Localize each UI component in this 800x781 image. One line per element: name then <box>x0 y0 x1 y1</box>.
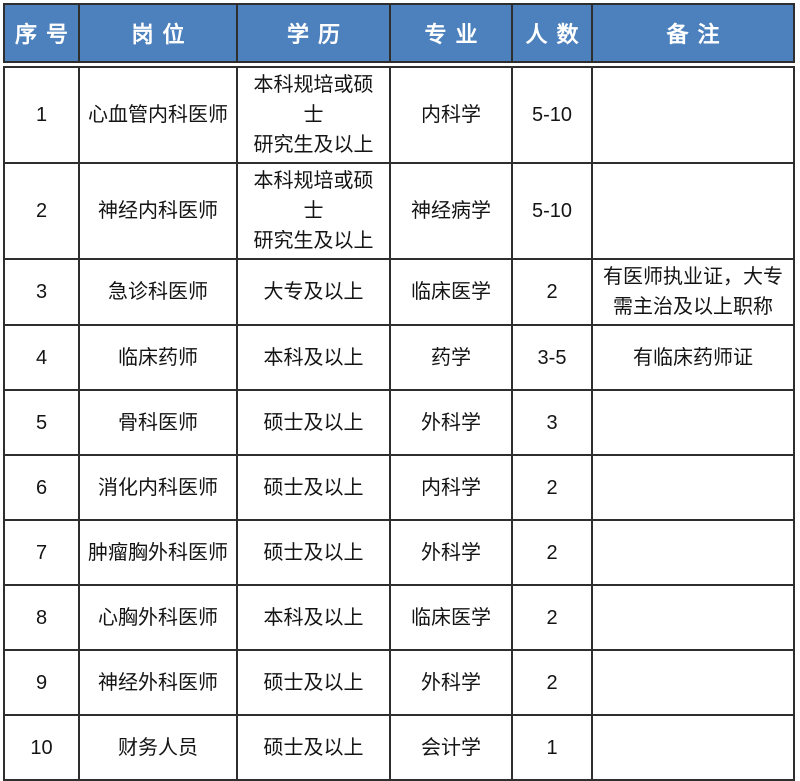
cell-no: 7 <box>5 521 80 584</box>
cell-no: 2 <box>5 164 80 258</box>
cell-major: 临床医学 <box>391 586 513 649</box>
cell-position: 临床药师 <box>80 326 238 389</box>
cell-education: 本科规培或硕士 研究生及以上 <box>238 164 391 258</box>
cell-note <box>593 164 793 258</box>
cell-education: 大专及以上 <box>238 260 391 324</box>
cell-no: 10 <box>5 716 80 779</box>
cell-position: 财务人员 <box>80 716 238 779</box>
page: 序号 岗位 学历 专业 人数 备注 1 心血管内科医师 本科规培或硕士 研究生及以上… <box>3 3 795 781</box>
cell-no: 4 <box>5 326 80 389</box>
cell-no: 8 <box>5 586 80 649</box>
cell-education: 硕士及以上 <box>238 521 391 584</box>
cell-no: 6 <box>5 456 80 519</box>
header-cell-note: 备注 <box>593 5 793 61</box>
cell-major: 外科学 <box>391 391 513 454</box>
cell-position: 神经外科医师 <box>80 651 238 714</box>
header-cell-major: 专业 <box>391 5 513 61</box>
cell-major: 内科学 <box>391 68 513 162</box>
cell-note <box>593 716 793 779</box>
table-row: 2 神经内科医师 本科规培或硕士 研究生及以上 神经病学 5-10 <box>5 164 793 260</box>
cell-count: 2 <box>513 521 593 584</box>
cell-major: 内科学 <box>391 456 513 519</box>
cell-position: 急诊科医师 <box>80 260 238 324</box>
cell-position: 神经内科医师 <box>80 164 238 258</box>
cell-education: 本科规培或硕士 研究生及以上 <box>238 68 391 162</box>
cell-education: 硕士及以上 <box>238 716 391 779</box>
cell-count: 2 <box>513 456 593 519</box>
header-cell-education: 学历 <box>238 5 391 61</box>
recruitment-table: 序号 岗位 学历 专业 人数 备注 1 心血管内科医师 本科规培或硕士 研究生及以上… <box>3 3 795 781</box>
cell-count: 3 <box>513 391 593 454</box>
cell-major: 神经病学 <box>391 164 513 258</box>
cell-count: 2 <box>513 260 593 324</box>
cell-count: 2 <box>513 586 593 649</box>
table-row: 1 心血管内科医师 本科规培或硕士 研究生及以上 内科学 5-10 <box>5 68 793 164</box>
table-row: 6 消化内科医师 硕士及以上 内科学 2 <box>5 456 793 521</box>
table-row: 9 神经外科医师 硕士及以上 外科学 2 <box>5 651 793 716</box>
cell-note <box>593 391 793 454</box>
header-label-note: 备注 <box>666 22 729 47</box>
header-label-major: 专业 <box>424 22 487 47</box>
cell-no: 3 <box>5 260 80 324</box>
cell-position: 心胸外科医师 <box>80 586 238 649</box>
cell-major: 临床医学 <box>391 260 513 324</box>
cell-education: 硕士及以上 <box>238 391 391 454</box>
cell-count: 3-5 <box>513 326 593 389</box>
cell-major: 外科学 <box>391 521 513 584</box>
cell-note <box>593 68 793 162</box>
table-header-row: 序号 岗位 学历 专业 人数 备注 <box>3 3 795 63</box>
cell-education: 硕士及以上 <box>238 651 391 714</box>
cell-note <box>593 586 793 649</box>
cell-education: 本科及以上 <box>238 326 391 389</box>
table-row: 10 财务人员 硕士及以上 会计学 1 <box>5 716 793 779</box>
header-cell-position: 岗位 <box>80 5 238 61</box>
table-row: 7 肿瘤胸外科医师 硕士及以上 外科学 2 <box>5 521 793 586</box>
cell-major: 外科学 <box>391 651 513 714</box>
header-label-education: 学历 <box>286 22 349 47</box>
cell-note <box>593 521 793 584</box>
table-row: 8 心胸外科医师 本科及以上 临床医学 2 <box>5 586 793 651</box>
cell-count: 5-10 <box>513 68 593 162</box>
cell-count: 1 <box>513 716 593 779</box>
cell-note <box>593 651 793 714</box>
cell-note: 有医师执业证，大专 需主治及以上职称 <box>603 266 783 318</box>
cell-note: 有临床药师证 <box>633 346 753 369</box>
header-label-count: 人数 <box>525 22 588 47</box>
cell-position: 骨科医师 <box>80 391 238 454</box>
header-label-no: 序号 <box>14 22 77 47</box>
cell-count: 2 <box>513 651 593 714</box>
table-row: 4 临床药师 本科及以上 药学 3-5 有临床药师证 <box>5 326 793 391</box>
cell-major: 药学 <box>391 326 513 389</box>
table-row: 3 急诊科医师 大专及以上 临床医学 2 有医师执业证，大专 需主治及以上职称 <box>5 260 793 326</box>
header-cell-count: 人数 <box>513 5 593 61</box>
table-row: 5 骨科医师 硕士及以上 外科学 3 <box>5 391 793 456</box>
cell-position: 心血管内科医师 <box>80 68 238 162</box>
cell-major: 会计学 <box>391 716 513 779</box>
cell-education: 硕士及以上 <box>238 456 391 519</box>
cell-no: 9 <box>5 651 80 714</box>
header-label-position: 岗位 <box>131 22 194 47</box>
cell-position: 肿瘤胸外科医师 <box>80 521 238 584</box>
cell-no: 5 <box>5 391 80 454</box>
cell-education: 本科及以上 <box>238 586 391 649</box>
table-body: 1 心血管内科医师 本科规培或硕士 研究生及以上 内科学 5-10 2 神经内科医师 本科规培… <box>3 66 795 781</box>
cell-note <box>593 456 793 519</box>
cell-count: 5-10 <box>513 164 593 258</box>
cell-no: 1 <box>5 68 80 162</box>
header-cell-no: 序号 <box>5 5 80 61</box>
cell-position: 消化内科医师 <box>80 456 238 519</box>
